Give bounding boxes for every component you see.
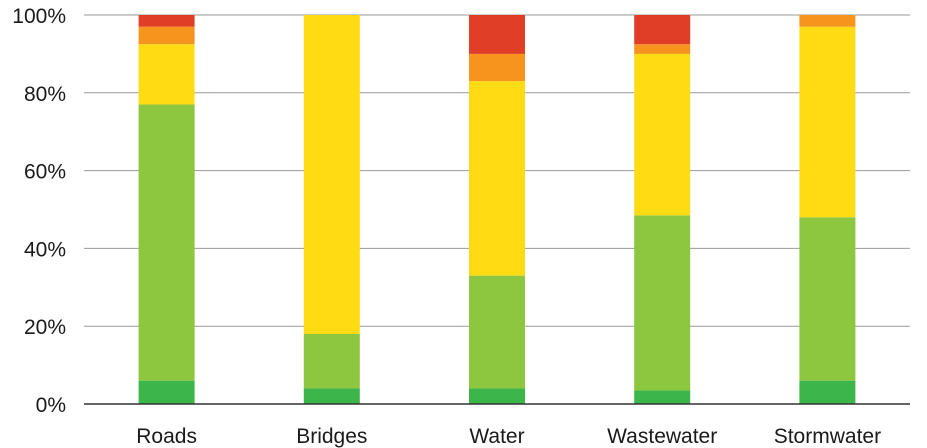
bar-segment [138,104,195,381]
x-axis-tick-labels: Roads Bridges Water Wastewater Stormwater [136,425,881,448]
x-category-label: Stormwater [774,425,881,448]
bar-segment [303,388,360,404]
bar-segment [799,26,856,218]
bar-segment [799,15,856,27]
bar-segment [469,388,525,404]
y-tick-label: 60% [24,161,66,184]
bar-segment [303,333,360,389]
bar-segment [469,53,525,82]
y-tick-label: 20% [24,316,66,339]
y-tick-label: 100% [12,5,66,28]
bar-segment [799,217,856,381]
y-axis-tick-labels: 0% 20% 40% 60% 80% 100% [12,5,66,417]
bar-segment [138,26,195,45]
bar-segment [634,390,691,404]
bar-segment [138,380,195,404]
bar-segment [634,215,691,391]
bar-segment [138,44,195,105]
bar-segment [469,15,525,54]
x-category-label: Bridges [296,425,367,448]
x-category-label: Roads [136,425,197,448]
bar-segment [634,53,691,216]
y-tick-label: 0% [36,394,66,417]
bar-segment [799,380,856,404]
bar-segment [634,15,691,45]
bar-segment [469,81,525,276]
bar-segment [469,275,525,389]
y-tick-label: 80% [24,83,66,106]
bar-segment [303,15,360,334]
y-tick-label: 40% [24,238,66,261]
bars [138,15,856,404]
bar-segment [634,44,691,54]
bar-segment [138,15,195,27]
x-category-label: Water [469,425,524,448]
x-category-label: Wastewater [607,425,717,448]
